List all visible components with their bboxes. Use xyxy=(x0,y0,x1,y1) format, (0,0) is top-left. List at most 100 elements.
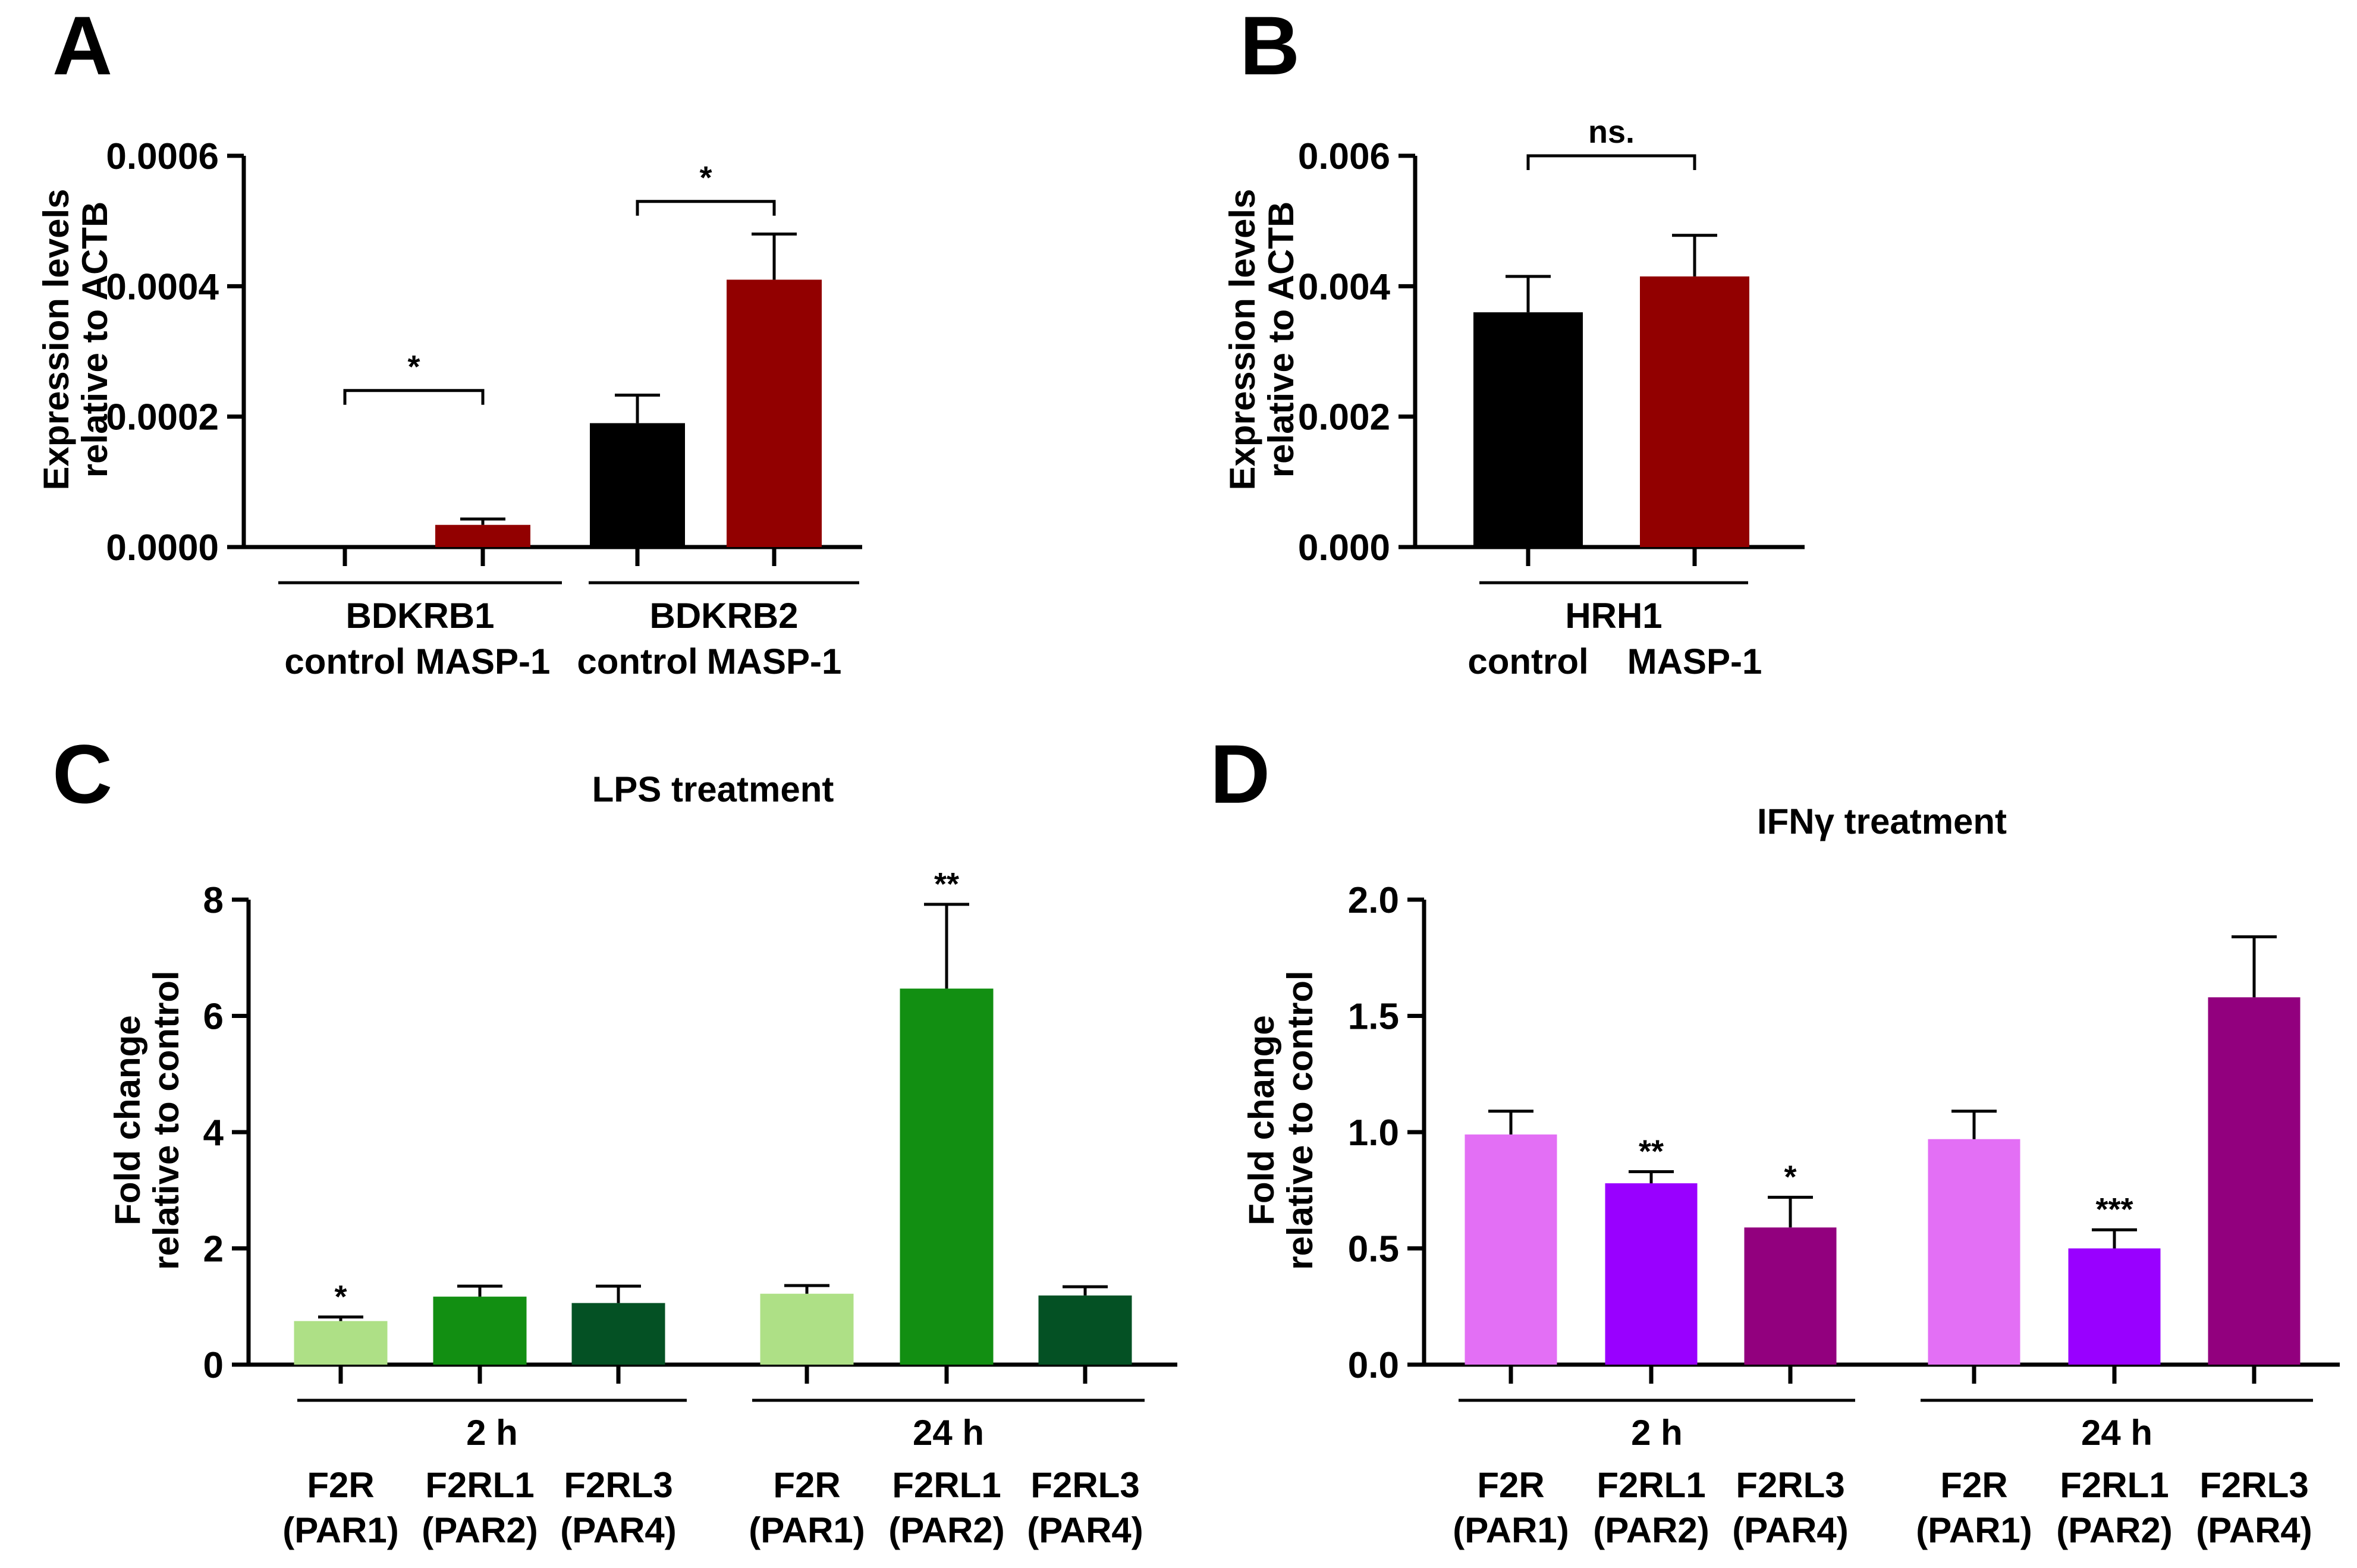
bar xyxy=(1928,1139,2020,1365)
group-label: HRH1 xyxy=(1565,596,1662,636)
bar xyxy=(1744,1227,1837,1365)
y-tick-label: 1.5 xyxy=(1348,997,1399,1038)
y-axis-label: relative to ACTB xyxy=(1261,202,1301,478)
significance-star: * xyxy=(334,1279,347,1315)
category-label: F2RL1 xyxy=(1597,1465,1705,1505)
bar xyxy=(1038,1295,1132,1365)
panel-letter: C xyxy=(52,727,112,821)
category-label: (PAR4) xyxy=(1732,1510,1849,1550)
y-tick-label: 0.0000 xyxy=(106,527,219,568)
bar xyxy=(1605,1183,1698,1365)
category-label: F2RL1 xyxy=(892,1465,1001,1505)
group-label: 2 h xyxy=(466,1413,518,1453)
y-tick-label: 0.0 xyxy=(1348,1345,1399,1386)
significance-star: *** xyxy=(2095,1192,2133,1227)
significance-label: ns. xyxy=(1588,114,1635,150)
panel-letter: D xyxy=(1210,727,1270,821)
category-label: (PAR2) xyxy=(422,1510,538,1550)
category-label: control xyxy=(1467,642,1588,681)
category-label: F2R xyxy=(1940,1465,2007,1505)
category-label: MASP-1 xyxy=(1627,642,1762,681)
y-tick-label: 4 xyxy=(203,1113,224,1154)
y-axis-label: Fold change xyxy=(1242,1015,1281,1225)
category-label: (PAR4) xyxy=(560,1510,677,1550)
significance-label: * xyxy=(699,160,712,196)
y-tick-label: 0.0004 xyxy=(106,266,219,307)
category-label: F2RL3 xyxy=(1736,1465,1844,1505)
significance-star: ** xyxy=(1639,1133,1664,1169)
category-label: control xyxy=(577,642,697,681)
y-tick-label: 0.002 xyxy=(1298,397,1390,438)
bar xyxy=(435,524,530,547)
category-label: (PAR1) xyxy=(282,1510,399,1550)
category-label: F2R xyxy=(307,1465,374,1505)
y-tick-label: 6 xyxy=(203,997,224,1038)
bar xyxy=(2208,997,2301,1365)
y-tick-label: 0.5 xyxy=(1348,1229,1399,1270)
bar xyxy=(433,1296,527,1365)
y-axis-label: Expression levels xyxy=(1223,189,1262,491)
category-label: F2RL1 xyxy=(425,1465,534,1505)
group-label: 24 h xyxy=(2081,1413,2152,1453)
y-axis-label: relative to control xyxy=(146,970,186,1270)
y-axis-label: relative to ACTB xyxy=(75,202,115,478)
significance-label: * xyxy=(407,349,420,385)
category-label: F2RL1 xyxy=(2060,1465,2169,1505)
y-tick-label: 0.000 xyxy=(1298,527,1390,568)
category-label: (PAR2) xyxy=(1593,1510,1709,1550)
group-label: 24 h xyxy=(913,1413,984,1453)
category-label: MASP-1 xyxy=(416,642,551,681)
category-label: MASP-1 xyxy=(707,642,842,681)
panel-letter: B xyxy=(1240,0,1300,92)
category-label: F2RL3 xyxy=(2199,1465,2308,1505)
category-label: (PAR2) xyxy=(2056,1510,2173,1550)
group-label: BDKRB1 xyxy=(345,596,494,636)
bar xyxy=(294,1321,388,1365)
y-tick-label: 0.0002 xyxy=(106,397,219,438)
bar xyxy=(590,423,685,547)
chart-title: LPS treatment xyxy=(592,769,834,809)
y-axis-label: Fold change xyxy=(108,1015,147,1225)
bar xyxy=(900,988,994,1365)
y-tick-label: 8 xyxy=(203,880,224,921)
category-label: F2RL3 xyxy=(564,1465,672,1505)
bar xyxy=(2068,1248,2161,1365)
y-axis-label: Expression levels xyxy=(36,189,76,491)
significance-bracket xyxy=(1526,154,1696,170)
bar xyxy=(1640,276,1749,547)
y-tick-label: 0.004 xyxy=(1298,266,1391,307)
y-axis-label: relative to control xyxy=(1280,970,1320,1270)
significance-bracket xyxy=(636,200,776,216)
category-label: F2R xyxy=(1477,1465,1544,1505)
y-tick-label: 2.0 xyxy=(1348,880,1399,921)
category-label: F2R xyxy=(773,1465,840,1505)
significance-star: * xyxy=(1784,1159,1796,1195)
category-label: (PAR2) xyxy=(888,1510,1005,1550)
category-label: (PAR1) xyxy=(1916,1510,2032,1550)
y-tick-label: 0.0006 xyxy=(106,136,219,177)
bar xyxy=(571,1303,665,1365)
panel-letter: A xyxy=(52,0,112,92)
significance-star: ** xyxy=(934,866,959,902)
bar xyxy=(1473,312,1583,547)
category-label: control xyxy=(284,642,405,681)
significance-bracket xyxy=(343,389,485,405)
group-label: 2 h xyxy=(1631,1413,1683,1453)
category-label: F2RL3 xyxy=(1030,1465,1139,1505)
category-label: (PAR1) xyxy=(1453,1510,1569,1550)
y-tick-label: 1.0 xyxy=(1348,1113,1399,1154)
category-label: (PAR1) xyxy=(749,1510,865,1550)
y-tick-label: 2 xyxy=(203,1229,224,1270)
chart-title: IFNγ treatment xyxy=(1757,802,2007,841)
bar xyxy=(1465,1134,1557,1365)
category-label: (PAR4) xyxy=(1027,1510,1143,1550)
y-tick-label: 0.006 xyxy=(1298,136,1390,177)
bar xyxy=(760,1293,854,1365)
category-label: (PAR4) xyxy=(2196,1510,2312,1550)
bar xyxy=(727,279,822,547)
